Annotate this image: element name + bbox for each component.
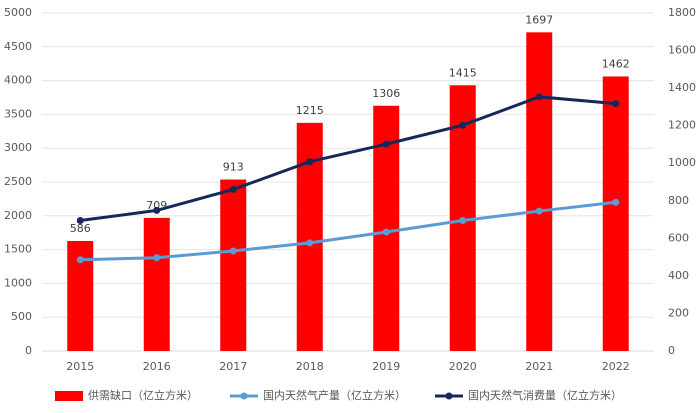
y-tick-label: 4500 [4, 40, 32, 53]
point [153, 206, 161, 214]
legend-swatch [55, 391, 83, 401]
y2-tick-label: 1200 [668, 119, 696, 132]
y-tick-label: 1500 [4, 243, 32, 256]
bar [296, 122, 323, 351]
y2-tick-label: 200 [668, 306, 689, 319]
point [382, 228, 390, 236]
y-tick-label: 2000 [4, 209, 32, 222]
y-tick-label: 0 [25, 344, 32, 357]
x-tick-label: 2015 [66, 360, 94, 373]
bar [143, 217, 170, 351]
value-label: 1415 [449, 66, 477, 79]
y-tick-label: 5000 [4, 6, 32, 19]
y-tick-label: 3500 [4, 107, 32, 120]
line [80, 95, 616, 223]
point [153, 254, 161, 262]
legend-label: 国内天然气产量（亿立方米） [263, 388, 406, 402]
point [76, 217, 84, 225]
y2-tick-label: 0 [668, 344, 675, 357]
x-tick-label: 2021 [525, 360, 553, 373]
y2-tick-label: 400 [668, 269, 689, 282]
legend-swatch [445, 392, 453, 400]
y-tick-label: 4000 [4, 74, 32, 87]
legend-label: 国内天然气消费量（亿立方米） [468, 388, 622, 402]
y2-tick-label: 1400 [668, 81, 696, 94]
point [612, 100, 620, 108]
value-label: 1697 [525, 13, 553, 26]
point [535, 93, 543, 101]
point [306, 239, 314, 247]
x-tick-label: 2017 [219, 360, 247, 373]
point [535, 207, 543, 215]
value-label: 586 [70, 222, 91, 235]
point [306, 158, 314, 166]
x-tick-label: 2018 [296, 360, 324, 373]
bar [526, 32, 553, 351]
bar [602, 76, 629, 352]
x-tick-label: 2020 [449, 360, 477, 373]
point [76, 256, 84, 264]
y-tick-label: 1000 [4, 276, 32, 289]
bar [220, 179, 247, 351]
legend-label: 供需缺口（亿立方米） [88, 388, 198, 402]
point [459, 121, 467, 129]
y2-tick-label: 1000 [668, 156, 696, 169]
point [459, 217, 467, 225]
x-tick-label: 2022 [602, 360, 630, 373]
point [229, 247, 237, 255]
legend-swatch [240, 392, 248, 400]
x-tick-label: 2019 [372, 360, 400, 373]
point [382, 140, 390, 148]
y2-tick-label: 1800 [668, 6, 696, 19]
value-label: 913 [223, 161, 244, 174]
y2-tick-label: 1600 [668, 44, 696, 57]
line [80, 200, 616, 262]
y2-tick-label: 800 [668, 194, 689, 207]
y-tick-label: 3000 [4, 141, 32, 154]
x-tick-label: 2016 [143, 360, 171, 373]
point [229, 185, 237, 193]
y-tick-label: 2500 [4, 175, 32, 188]
point [612, 198, 620, 206]
y2-tick-label: 600 [668, 231, 689, 244]
value-label: 1306 [372, 87, 400, 100]
value-label: 1215 [296, 104, 324, 117]
value-label: 1462 [602, 57, 630, 70]
y-tick-label: 500 [11, 310, 32, 323]
